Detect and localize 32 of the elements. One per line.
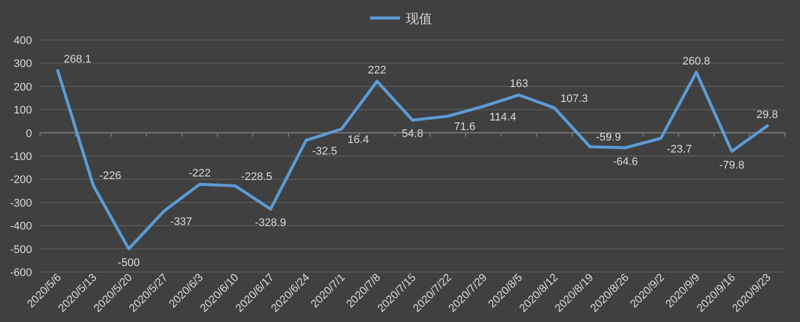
y-tick-label: 100 [14,104,32,117]
data-label: -226 [99,170,122,182]
y-tick-label: -300 [10,197,32,210]
data-label: -64.6 [612,156,638,168]
y-tick-label: -100 [10,151,32,163]
data-label: 107.3 [560,92,588,105]
y-tick-label: -400 [10,220,32,233]
data-label: -32.5 [312,145,338,158]
y-tick-label: 0 [26,128,32,140]
data-label: 260.8 [682,55,710,68]
data-label: 16.4 [348,134,369,146]
data-label: -337 [170,216,192,228]
data-label: -79.8 [719,159,744,172]
legend-label: 现值 [406,11,432,26]
y-tick-label: -500 [10,244,32,256]
y-tick-label: -200 [10,174,32,186]
data-label: 71.6 [454,121,476,134]
data-label: 163 [510,78,528,90]
data-label: -222 [188,167,211,180]
data-label: -228.5 [241,170,272,183]
data-label: 268.1 [64,54,92,66]
data-label: 29.8 [756,108,778,121]
y-tick-label: 200 [14,81,32,94]
data-label: 222 [368,64,386,76]
data-label: -500 [118,256,140,269]
y-tick-label: 300 [14,58,32,70]
data-label: -23.7 [666,143,692,156]
data-label: 114.4 [489,111,516,124]
data-label: -59.9 [596,132,621,144]
data-label: 54.8 [402,128,424,140]
data-label: -328.9 [254,217,286,230]
y-tick-label: 400 [14,35,32,47]
